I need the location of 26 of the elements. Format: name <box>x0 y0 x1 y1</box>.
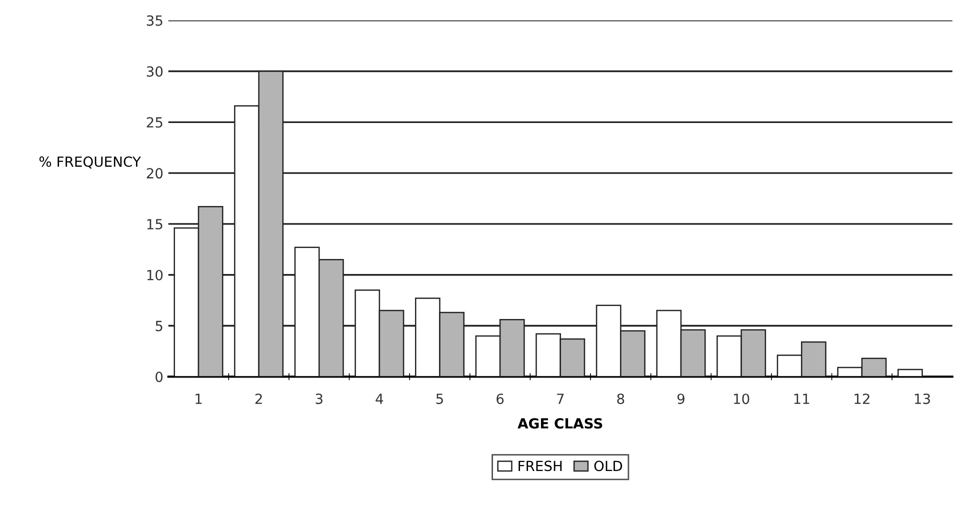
y-tick-label: 30 <box>146 66 163 77</box>
y-tick-label: 25 <box>146 117 162 128</box>
x-tick-label: 2 <box>255 394 262 404</box>
y-tick-label: 15 <box>147 219 162 230</box>
x-tick-label: 10 <box>734 394 750 404</box>
x-tick-label: 12 <box>854 394 870 404</box>
x-tick-label: 11 <box>794 394 810 404</box>
bar <box>897 368 923 377</box>
x-tick-label: 13 <box>914 394 930 404</box>
y-tick-label: 0 <box>156 372 163 382</box>
y-tick-label: 20 <box>146 168 163 179</box>
legend-label: OLD <box>594 460 622 472</box>
x-tick-label: 8 <box>617 394 624 404</box>
x-tick-label: 3 <box>316 394 322 404</box>
y-tick-label: 10 <box>147 270 163 280</box>
y-tick-label: 5 <box>156 320 162 332</box>
x-tick-label: 7 <box>557 394 564 404</box>
x-tick-label: 5 <box>436 394 443 404</box>
x-tick-label: 1 <box>196 394 202 404</box>
y-axis-title: % FREQUENCY <box>39 156 141 169</box>
x-axis-title: AGE CLASS <box>518 418 602 429</box>
x-tick-label: 9 <box>677 394 684 404</box>
x-tick-label: 4 <box>376 394 384 404</box>
legend-label: FRESH <box>518 460 562 472</box>
y-tick-label: 35 <box>146 15 162 26</box>
x-tick-label: 6 <box>496 394 504 404</box>
